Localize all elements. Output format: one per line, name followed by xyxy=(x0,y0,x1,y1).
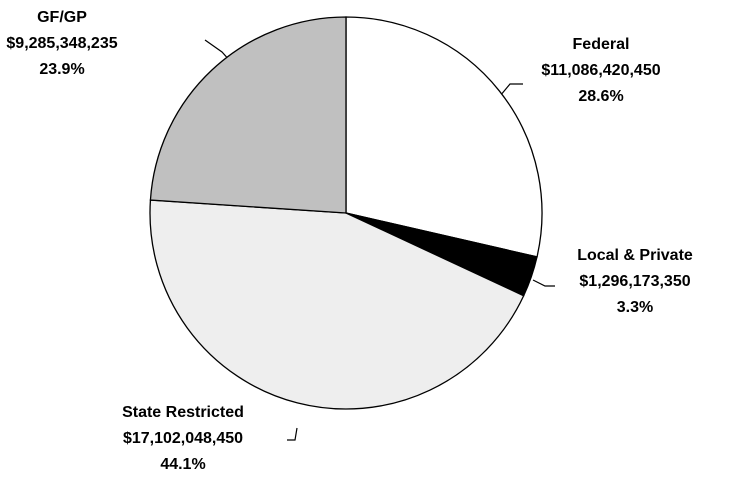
pie-slice xyxy=(149,199,525,410)
leader-line xyxy=(287,427,298,441)
leader-line xyxy=(532,279,555,287)
slice-value-label: $17,102,048,450 xyxy=(123,430,243,447)
slice-percent-label: 28.6% xyxy=(578,88,623,105)
slice-value-label: $11,086,420,450 xyxy=(541,62,660,79)
leader-line xyxy=(499,83,523,97)
slice-percent-label: 23.9% xyxy=(39,61,84,78)
pie-slice xyxy=(345,16,543,258)
slice-value-label: $9,285,348,235 xyxy=(6,35,117,52)
pie-slice xyxy=(149,16,347,214)
slice-label: State Restricted xyxy=(122,404,244,421)
slice-percent-label: 3.3% xyxy=(617,299,653,316)
slice-label: GF/GP xyxy=(37,9,87,26)
slice-label: Federal xyxy=(573,36,630,53)
slice-percent-label: 44.1% xyxy=(160,456,205,473)
slice-value-label: $1,296,173,350 xyxy=(579,273,690,290)
slice-label: Local & Private xyxy=(577,247,693,264)
